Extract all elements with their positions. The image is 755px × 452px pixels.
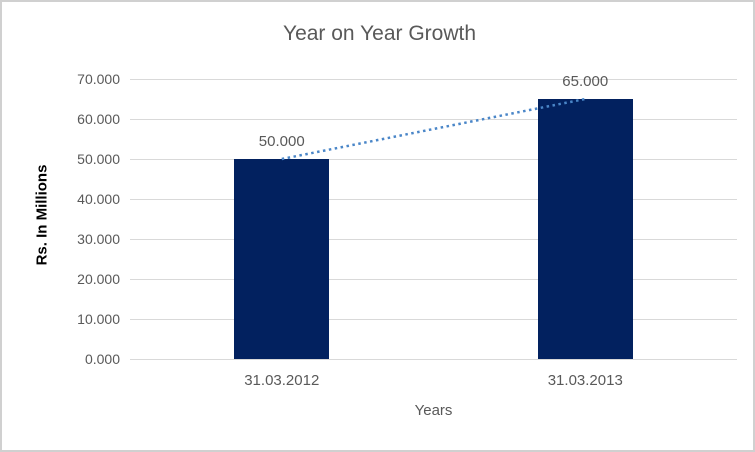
gridline xyxy=(130,239,737,240)
y-axis-tick-label: 0.000 xyxy=(84,351,120,367)
x-axis-title: Years xyxy=(414,402,453,419)
y-axis-tick-label: 70.000 xyxy=(77,71,120,87)
data-label: 50.000 xyxy=(258,133,305,150)
data-label: 65.000 xyxy=(562,73,609,90)
y-axis-tick-label: 60.000 xyxy=(77,111,120,127)
gridline xyxy=(130,319,737,320)
bar-31.03.2013 xyxy=(537,99,633,359)
y-axis-tick-label: 10.000 xyxy=(77,311,120,327)
chart-title: Year on Year Growth xyxy=(282,22,477,45)
y-axis-tick-label: 20.000 xyxy=(77,271,120,287)
x-axis-tick-label: 31.03.2013 xyxy=(547,372,623,389)
bar-31.03.2012 xyxy=(234,159,330,359)
y-axis-tick-label: 30.000 xyxy=(77,231,120,247)
gridline xyxy=(130,159,737,160)
gridline xyxy=(130,279,737,280)
gridline xyxy=(130,199,737,200)
x-axis-tick-label: 31.03.2012 xyxy=(244,372,320,389)
gridline xyxy=(130,359,737,360)
y-axis-tick-label: 50.000 xyxy=(77,151,120,167)
y-axis-tick-label: 40.000 xyxy=(77,191,120,207)
gridline xyxy=(130,119,737,120)
gridline xyxy=(130,79,737,80)
y-axis-title: Rs. In Millions xyxy=(33,164,51,266)
